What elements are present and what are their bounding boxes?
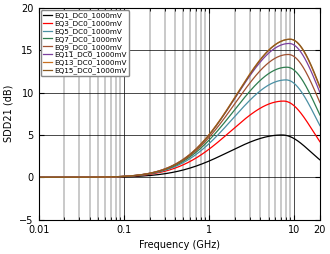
EQ5_DC0_1000mV	[145, 173, 148, 176]
EQ3_DC0_1000mV	[37, 176, 41, 179]
EQ11_DC0_1000mV	[318, 91, 322, 94]
EQ3_DC0_1000mV	[157, 171, 161, 174]
EQ1_DC0_1000mV	[145, 174, 148, 177]
Line: EQ15_DC0_1000mV: EQ15_DC0_1000mV	[39, 39, 320, 177]
EQ11_DC0_1000mV	[85, 176, 89, 179]
EQ5_DC0_1000mV	[284, 78, 288, 82]
EQ1_DC0_1000mV	[85, 176, 89, 179]
EQ3_DC0_1000mV	[313, 132, 316, 135]
EQ13_DC0_1000mV	[37, 176, 41, 179]
Line: EQ3_DC0_1000mV: EQ3_DC0_1000mV	[39, 101, 320, 177]
EQ1_DC0_1000mV	[157, 173, 161, 176]
Line: EQ11_DC0_1000mV: EQ11_DC0_1000mV	[39, 43, 320, 177]
EQ15_DC0_1000mV	[37, 176, 41, 179]
EQ7_DC0_1000mV	[145, 172, 148, 176]
EQ9_DC0_1000mV	[318, 101, 322, 104]
EQ3_DC0_1000mV	[281, 100, 285, 103]
EQ3_DC0_1000mV	[282, 100, 286, 103]
EQ5_DC0_1000mV	[318, 124, 322, 127]
EQ15_DC0_1000mV	[69, 176, 73, 179]
EQ9_DC0_1000mV	[282, 53, 286, 56]
EQ15_DC0_1000mV	[282, 39, 286, 42]
EQ11_DC0_1000mV	[287, 42, 291, 45]
EQ7_DC0_1000mV	[69, 176, 73, 179]
EQ5_DC0_1000mV	[85, 176, 89, 179]
EQ13_DC0_1000mV	[318, 86, 322, 89]
EQ5_DC0_1000mV	[282, 78, 286, 82]
EQ13_DC0_1000mV	[157, 169, 161, 172]
EQ3_DC0_1000mV	[318, 140, 322, 143]
EQ15_DC0_1000mV	[145, 172, 148, 176]
Line: EQ1_DC0_1000mV: EQ1_DC0_1000mV	[39, 135, 320, 177]
EQ1_DC0_1000mV	[69, 176, 73, 179]
EQ7_DC0_1000mV	[313, 102, 316, 105]
EQ9_DC0_1000mV	[286, 53, 290, 56]
EQ11_DC0_1000mV	[282, 43, 286, 46]
EQ1_DC0_1000mV	[37, 176, 41, 179]
EQ11_DC0_1000mV	[69, 176, 73, 179]
EQ9_DC0_1000mV	[145, 172, 148, 176]
EQ7_DC0_1000mV	[285, 66, 289, 69]
EQ11_DC0_1000mV	[157, 169, 161, 172]
EQ3_DC0_1000mV	[145, 173, 148, 176]
EQ7_DC0_1000mV	[85, 176, 89, 179]
EQ1_DC0_1000mV	[280, 133, 284, 136]
EQ13_DC0_1000mV	[69, 176, 73, 179]
EQ1_DC0_1000mV	[313, 154, 316, 157]
EQ15_DC0_1000mV	[85, 176, 89, 179]
EQ13_DC0_1000mV	[85, 176, 89, 179]
EQ7_DC0_1000mV	[318, 114, 322, 117]
Line: EQ5_DC0_1000mV: EQ5_DC0_1000mV	[39, 80, 320, 177]
Line: EQ13_DC0_1000mV: EQ13_DC0_1000mV	[39, 39, 320, 177]
EQ7_DC0_1000mV	[37, 176, 41, 179]
EQ13_DC0_1000mV	[313, 72, 316, 75]
EQ5_DC0_1000mV	[69, 176, 73, 179]
EQ15_DC0_1000mV	[313, 71, 316, 74]
EQ13_DC0_1000mV	[282, 39, 286, 42]
EQ3_DC0_1000mV	[85, 176, 89, 179]
EQ13_DC0_1000mV	[145, 172, 148, 176]
EQ9_DC0_1000mV	[37, 176, 41, 179]
EQ3_DC0_1000mV	[69, 176, 73, 179]
Legend: EQ1_DC0_1000mV, EQ3_DC0_1000mV, EQ5_DC0_1000mV, EQ7_DC0_1000mV, EQ9_DC0_1000mV, : EQ1_DC0_1000mV, EQ3_DC0_1000mV, EQ5_DC0_…	[41, 10, 129, 76]
EQ9_DC0_1000mV	[85, 176, 89, 179]
EQ11_DC0_1000mV	[37, 176, 41, 179]
Y-axis label: SDD21 (dB): SDD21 (dB)	[4, 85, 14, 142]
EQ15_DC0_1000mV	[318, 85, 322, 88]
EQ15_DC0_1000mV	[288, 38, 292, 41]
EQ11_DC0_1000mV	[313, 78, 316, 81]
EQ5_DC0_1000mV	[313, 114, 316, 117]
Line: EQ9_DC0_1000mV: EQ9_DC0_1000mV	[39, 55, 320, 177]
X-axis label: Frequency (GHz): Frequency (GHz)	[139, 240, 220, 250]
EQ11_DC0_1000mV	[145, 172, 148, 175]
EQ5_DC0_1000mV	[37, 176, 41, 179]
EQ13_DC0_1000mV	[288, 38, 292, 41]
EQ7_DC0_1000mV	[157, 170, 161, 173]
EQ1_DC0_1000mV	[282, 134, 286, 137]
EQ15_DC0_1000mV	[157, 170, 161, 173]
EQ9_DC0_1000mV	[69, 176, 73, 179]
EQ9_DC0_1000mV	[313, 88, 316, 91]
EQ1_DC0_1000mV	[318, 158, 322, 161]
EQ7_DC0_1000mV	[282, 66, 286, 69]
Line: EQ7_DC0_1000mV: EQ7_DC0_1000mV	[39, 67, 320, 177]
EQ9_DC0_1000mV	[157, 170, 161, 173]
EQ5_DC0_1000mV	[157, 170, 161, 173]
